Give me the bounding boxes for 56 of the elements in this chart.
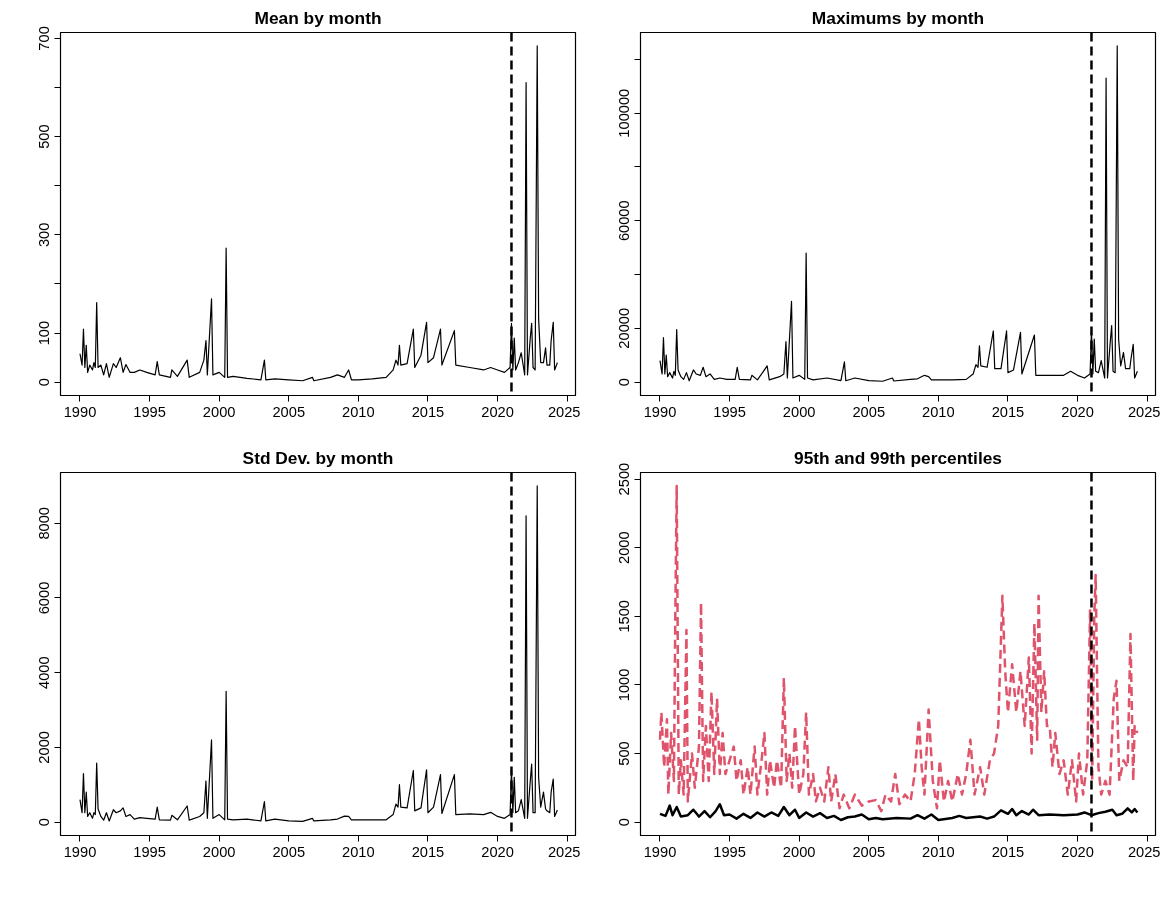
- x-tick-label: 2010: [922, 403, 955, 420]
- x-tick-label: 1990: [63, 843, 97, 860]
- x-tick-label: 2015: [411, 843, 445, 860]
- y-tick-label: 0: [616, 377, 633, 387]
- y-tick-label: 1000: [616, 668, 633, 702]
- chart-title: Maximums by month: [811, 7, 985, 28]
- x-tick-label: 1995: [713, 403, 746, 420]
- y-tick-label: 2000: [36, 731, 53, 764]
- x-tick-label: 2010: [342, 843, 375, 860]
- x-tick-label: 2025: [1127, 843, 1161, 860]
- y-tick-label: 1500: [616, 599, 633, 633]
- x-tick-label: 1990: [63, 403, 97, 420]
- x-tick-label: 2020: [481, 403, 514, 420]
- y-tick-label: 20000: [616, 307, 633, 349]
- x-tick-label: 1995: [133, 403, 166, 420]
- y-tick-label: 500: [616, 741, 633, 766]
- x-tick-label: 2025: [547, 403, 581, 420]
- x-tick-label: 2015: [411, 403, 445, 420]
- x-tick-label: 1995: [133, 843, 166, 860]
- x-tick-label: 2005: [272, 403, 306, 420]
- x-tick-label: 2025: [1127, 403, 1161, 420]
- x-tick-label: 2015: [991, 403, 1025, 420]
- x-tick-label: 1990: [643, 843, 677, 860]
- x-tick-label: 2020: [1061, 403, 1094, 420]
- chart-title: Mean by month: [254, 7, 382, 28]
- x-tick-label: 2020: [1061, 843, 1094, 860]
- y-tick-label: 500: [36, 124, 53, 149]
- y-tick-label: 100: [36, 320, 53, 346]
- x-tick-label: 1990: [643, 403, 677, 420]
- x-tick-label: 2000: [202, 403, 236, 420]
- x-tick-label: 2000: [202, 843, 236, 860]
- x-tick-label: 2000: [782, 403, 816, 420]
- x-tick-label: 2010: [342, 403, 375, 420]
- chart-title: Std Dev. by month: [242, 447, 394, 468]
- x-tick-label: 2015: [991, 843, 1025, 860]
- x-tick-label: 2005: [852, 843, 886, 860]
- x-tick-label: 1995: [713, 843, 746, 860]
- y-tick-label: 300: [36, 222, 53, 248]
- x-tick-label: 2010: [922, 843, 955, 860]
- chart-title: 95th and 99th percentiles: [794, 447, 1003, 468]
- y-tick-label: 6000: [36, 581, 53, 615]
- y-tick-label: 2500: [616, 462, 633, 496]
- y-tick-label: 0: [36, 817, 53, 827]
- y-tick-label: 0: [36, 378, 53, 387]
- y-tick-label: 100000: [616, 88, 633, 138]
- y-tick-label: 2000: [616, 531, 633, 564]
- y-tick-label: 700: [36, 26, 53, 51]
- x-tick-label: 2005: [272, 843, 306, 860]
- x-tick-label: 2025: [547, 843, 581, 860]
- x-tick-label: 2020: [481, 843, 514, 860]
- x-tick-label: 2000: [782, 843, 816, 860]
- y-tick-label: 0: [616, 817, 633, 827]
- y-tick-label: 60000: [616, 200, 633, 242]
- y-tick-label: 8000: [36, 506, 53, 540]
- x-tick-label: 2005: [852, 403, 886, 420]
- y-tick-label: 4000: [36, 656, 53, 689]
